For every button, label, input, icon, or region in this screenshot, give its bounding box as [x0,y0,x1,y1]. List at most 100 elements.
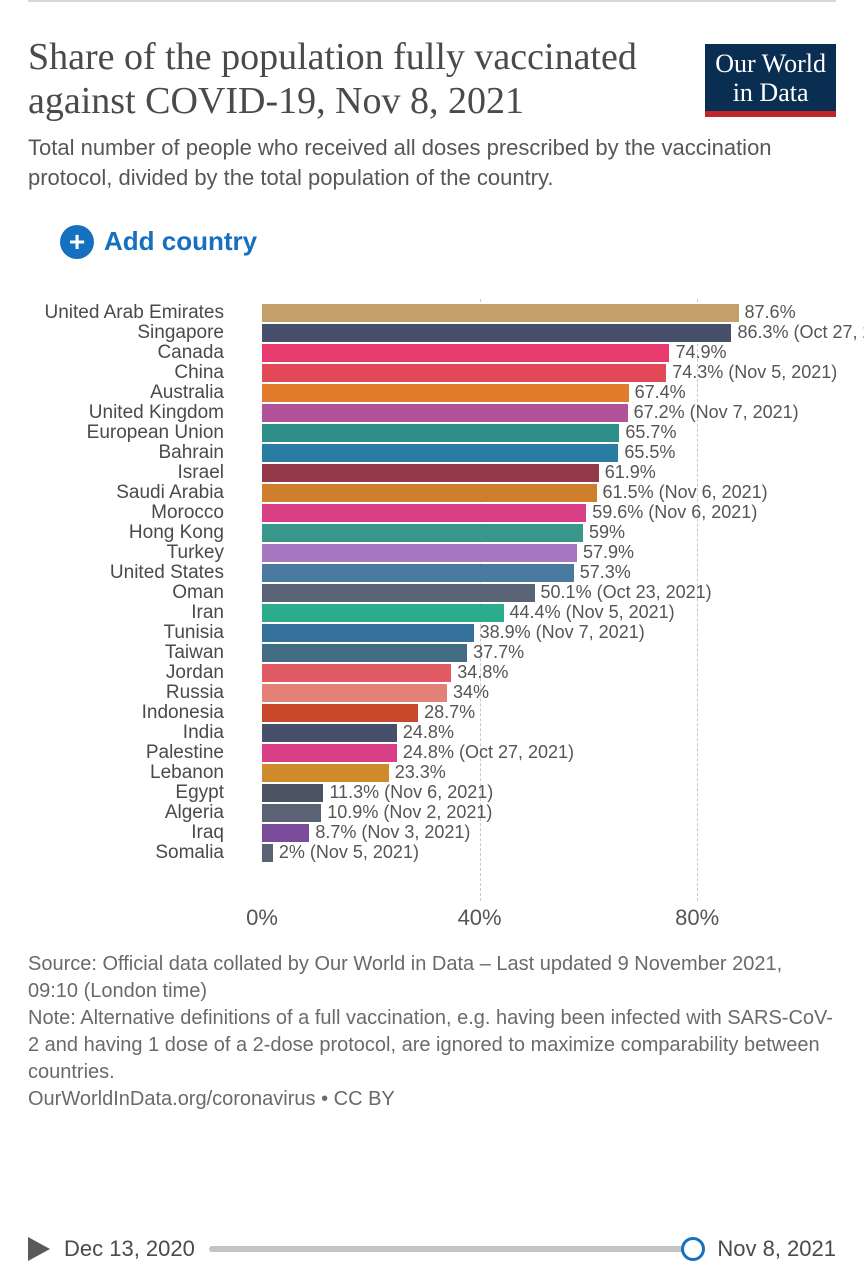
x-tick-label: 80% [675,905,719,931]
bar[interactable] [262,584,535,602]
country-label: Taiwan [0,642,232,664]
bar[interactable] [262,684,447,702]
bar[interactable] [262,304,739,322]
country-label: Morocco [0,502,232,524]
country-label: Oman [0,582,232,604]
bar[interactable] [262,544,577,562]
country-label: Jordan [0,662,232,684]
bar[interactable] [262,524,583,542]
value-label: 57.9% [577,542,634,563]
bar[interactable] [262,744,397,762]
chart-row: Canada74.9% [28,343,806,363]
bar[interactable] [262,424,619,442]
country-label: Somalia [0,842,232,864]
country-label: Iran [0,602,232,624]
country-label: Palestine [0,742,232,764]
chart-row: Somalia2% (Nov 5, 2021) [28,843,806,863]
add-country-button[interactable]: + Add country [0,193,864,259]
country-label: United Arab Emirates [0,302,232,324]
x-tick-label: 0% [246,905,278,931]
timeline-start-label: Dec 13, 2020 [64,1236,195,1262]
chart-row: Egypt11.3% (Nov 6, 2021) [28,783,806,803]
timeline-end-label: Nov 8, 2021 [717,1236,836,1262]
chart-row: Bahrain65.5% [28,443,806,463]
country-label: Canada [0,342,232,364]
chart-row: Lebanon23.3% [28,763,806,783]
bar[interactable] [262,564,574,582]
country-label: European Union [0,422,232,444]
value-label: 28.7% [418,702,475,723]
add-country-label: Add country [104,226,257,257]
chart-row: Iraq8.7% (Nov 3, 2021) [28,823,806,843]
chart-row: Australia67.4% [28,383,806,403]
bar[interactable] [262,344,669,362]
country-label: Israel [0,462,232,484]
value-label: 44.4% (Nov 5, 2021) [504,602,675,623]
bar[interactable] [262,844,273,862]
bar[interactable] [262,764,389,782]
bar[interactable] [262,484,597,502]
value-label: 61.9% [599,462,656,483]
bar[interactable] [262,604,504,622]
bar[interactable] [262,444,618,462]
value-label: 2% (Nov 5, 2021) [273,842,419,863]
bar[interactable] [262,784,323,802]
value-label: 8.7% (Nov 3, 2021) [309,822,470,843]
country-label: Turkey [0,542,232,564]
bar[interactable] [262,704,418,722]
bar[interactable] [262,644,467,662]
bar[interactable] [262,464,599,482]
chart-row: Iran44.4% (Nov 5, 2021) [28,603,806,623]
bar[interactable] [262,324,731,342]
value-label: 74.9% [669,342,726,363]
value-label: 59% [583,522,625,543]
logo-text: Our World in Data [705,44,836,111]
country-label: Bahrain [0,442,232,464]
value-label: 59.6% (Nov 6, 2021) [586,502,757,523]
country-label: Singapore [0,322,232,344]
header: Share of the population fully vaccinated… [0,2,864,123]
chart-row: Indonesia28.7% [28,703,806,723]
chart-row: Algeria10.9% (Nov 2, 2021) [28,803,806,823]
value-label: 37.7% [467,642,524,663]
country-label: India [0,722,232,744]
source-text: Source: Official data collated by Our Wo… [28,951,836,1005]
value-label: 24.8% (Oct 27, 2021) [397,742,574,763]
chart-row: European Union65.7% [28,423,806,443]
timeline-thumb[interactable] [681,1237,705,1261]
value-label: 10.9% (Nov 2, 2021) [321,802,492,823]
chart-row: United Arab Emirates87.6% [28,303,806,323]
country-label: Hong Kong [0,522,232,544]
value-label: 65.7% [619,422,676,443]
country-label: United Kingdom [0,402,232,424]
timeline-track[interactable] [209,1246,703,1252]
bar[interactable] [262,804,321,822]
bar[interactable] [262,384,629,402]
chart-row: Turkey57.9% [28,543,806,563]
country-label: Iraq [0,822,232,844]
attribution-text: OurWorldInData.org/coronavirus • CC BY [28,1086,836,1113]
value-label: 50.1% (Oct 23, 2021) [535,582,712,603]
bar[interactable] [262,724,397,742]
country-label: United States [0,562,232,584]
x-tick-label: 40% [458,905,502,931]
chart-row: United States57.3% [28,563,806,583]
value-label: 65.5% [618,442,675,463]
bar[interactable] [262,624,474,642]
timeline-control[interactable]: Dec 13, 2020 Nov 8, 2021 [28,1236,836,1262]
bar[interactable] [262,664,451,682]
chart-row: Tunisia38.9% (Nov 7, 2021) [28,623,806,643]
logo-accent-bar [705,111,836,117]
country-label: Tunisia [0,622,232,644]
plus-icon: + [60,225,94,259]
bar[interactable] [262,364,666,382]
chart-row: Singapore86.3% (Oct 27, 2021) [28,323,806,343]
play-icon[interactable] [28,1237,50,1261]
value-label: 61.5% (Nov 6, 2021) [597,482,768,503]
chart-footer: Source: Official data collated by Our Wo… [0,933,864,1113]
bar[interactable] [262,504,586,522]
bar[interactable] [262,404,628,422]
chart-title: Share of the population fully vaccinated… [28,36,648,123]
country-label: Egypt [0,782,232,804]
bar[interactable] [262,824,309,842]
